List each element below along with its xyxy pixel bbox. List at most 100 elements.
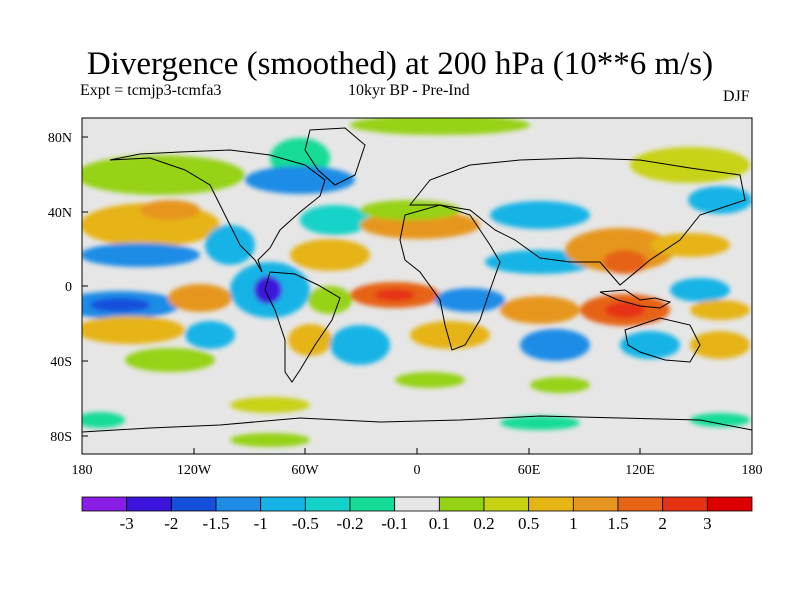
- colorbar-swatch: [706, 496, 753, 512]
- north-america-outline: [109, 149, 326, 273]
- colorbar-label: 3: [703, 514, 712, 533]
- colorbar-label: -0.1: [381, 514, 408, 533]
- lat-label-40n: 40N: [48, 206, 72, 221]
- colorbar-label: -0.2: [337, 514, 364, 533]
- field-blob: [375, 289, 415, 301]
- lon-tick: 180: [742, 448, 763, 478]
- field-blob: [245, 166, 355, 194]
- eurasia-outline: [408, 157, 746, 286]
- field-blob: [330, 325, 390, 365]
- field-blob: [490, 201, 590, 229]
- field-blob: [350, 118, 530, 135]
- field-blob: [82, 316, 185, 344]
- lat-tick: 40N: [48, 206, 88, 221]
- lat-tick: 80S: [50, 430, 88, 445]
- difference-label: 10kyr BP - Pre-Ind: [348, 82, 470, 99]
- field-blob: [500, 416, 580, 430]
- colorbar-label: 1: [569, 514, 578, 533]
- field-blob: [565, 228, 675, 272]
- field-blob: [530, 377, 590, 393]
- map-plot: [81, 117, 753, 455]
- season-label: DJF: [723, 88, 750, 105]
- lon-tick: 60W: [291, 448, 319, 478]
- lon-tick: 120E: [625, 448, 655, 478]
- south-america-outline: [264, 271, 341, 383]
- colorbar-swatch: [260, 496, 306, 512]
- colorbar-swatch: [215, 496, 262, 512]
- antarctica-outline: [82, 415, 752, 433]
- lon-label-120w: 120W: [177, 463, 212, 478]
- colorbar-label: -1.5: [203, 514, 230, 533]
- colorbar-swatch: [572, 496, 619, 512]
- lon-label-180w: 180: [72, 463, 93, 478]
- colorbar-label: 1.5: [607, 514, 628, 533]
- lon-label-0: 0: [414, 463, 421, 478]
- colorbar-label: -2: [164, 514, 178, 533]
- field-blob: [650, 233, 730, 257]
- colorbar-swatch: [617, 496, 664, 512]
- lat-label-80n: 80N: [48, 131, 72, 146]
- lat-label-80s: 80S: [50, 430, 72, 445]
- colorbar-swatch: [483, 496, 530, 512]
- field-blob: [254, 276, 282, 304]
- field-blob: [620, 331, 680, 359]
- field-blob: [300, 205, 370, 235]
- field-blob: [603, 250, 647, 274]
- field-blob: [290, 239, 370, 271]
- lat-axis: 80N 40N 0 40S 80S: [48, 131, 88, 445]
- greenland-outline: [304, 127, 366, 186]
- field-blob: [125, 348, 215, 372]
- coastlines: [82, 127, 752, 433]
- field-blob: [205, 225, 255, 265]
- field-blob: [690, 331, 750, 359]
- colorbar-label: 2: [658, 514, 667, 533]
- lon-tick: 120W: [177, 448, 212, 478]
- field-blob: [690, 413, 750, 427]
- colorbar-label: 0.1: [429, 514, 450, 533]
- australia-outline: [624, 317, 701, 363]
- lon-label-60e: 60E: [518, 463, 541, 478]
- colorbar-swatches: [81, 496, 753, 512]
- colorbar-label: -3: [120, 514, 134, 533]
- field-blob: [168, 284, 232, 312]
- lat-label-40s: 40S: [50, 355, 72, 370]
- field-blob: [410, 321, 490, 349]
- field-blob: [435, 288, 505, 312]
- field-blob: [82, 243, 200, 267]
- field-blob: [82, 412, 125, 428]
- field-blob: [670, 278, 730, 302]
- field-blob: [82, 155, 245, 195]
- field-blob: [140, 200, 200, 220]
- lon-label-180e: 180: [742, 463, 763, 478]
- field-blob: [630, 147, 750, 183]
- field-blob: [688, 186, 752, 214]
- anomaly-field: [82, 118, 752, 447]
- lon-tick: 0: [414, 448, 421, 478]
- experiment-label: Expt = tcmjp3-tcmfa3: [80, 82, 222, 99]
- maritime-continent-outline: [599, 289, 672, 309]
- field-blob: [288, 324, 332, 356]
- field-blob: [230, 397, 310, 413]
- field-blob: [520, 329, 590, 361]
- field-blob: [605, 302, 645, 318]
- lat-label-0: 0: [65, 280, 72, 295]
- colorbar-swatch: [304, 496, 351, 512]
- field-blob: [185, 321, 235, 349]
- lon-tick: 60E: [518, 448, 541, 478]
- colorbar-swatch: [126, 496, 172, 512]
- colorbar-swatch: [394, 496, 440, 512]
- colorbar-labels: -3 -2 -1.5 -1 -0.5 -0.2 -0.1 0.1 0.2 0.5 1 1.5 2 3: [120, 514, 712, 533]
- field-blob: [230, 433, 310, 447]
- lat-tick: 40S: [50, 355, 88, 370]
- lon-label-120e: 120E: [625, 463, 655, 478]
- field-blob: [690, 300, 750, 320]
- lon-tick: 180: [72, 448, 93, 478]
- lat-tick: 80N: [48, 131, 88, 146]
- colorbar-label: -1: [254, 514, 268, 533]
- colorbar-swatch: [438, 496, 485, 512]
- lon-label-60w: 60W: [291, 463, 319, 478]
- africa-outline: [399, 204, 501, 351]
- field-blob: [308, 286, 352, 314]
- colorbar-label: 0.5: [518, 514, 539, 533]
